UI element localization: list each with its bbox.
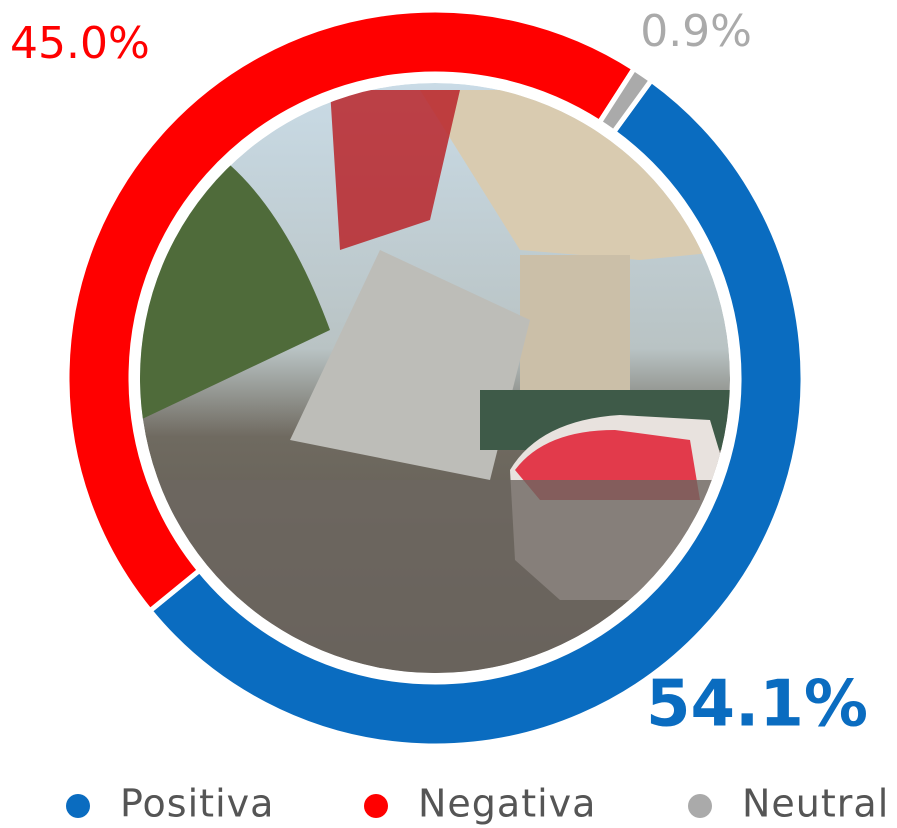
legend-marker: [688, 794, 712, 818]
value-label: 54.1%: [646, 668, 868, 742]
value-label: 45.0%: [10, 18, 150, 69]
ring-inner-border: [129, 72, 741, 684]
legend-label: Neutral: [742, 782, 889, 826]
legend-label: Negativa: [418, 782, 596, 826]
photo: [140, 83, 730, 673]
legend-marker: [364, 794, 388, 818]
value-label: 0.9%: [640, 6, 752, 57]
legend-label: Positiva: [120, 782, 274, 826]
legend-marker: [66, 794, 90, 818]
